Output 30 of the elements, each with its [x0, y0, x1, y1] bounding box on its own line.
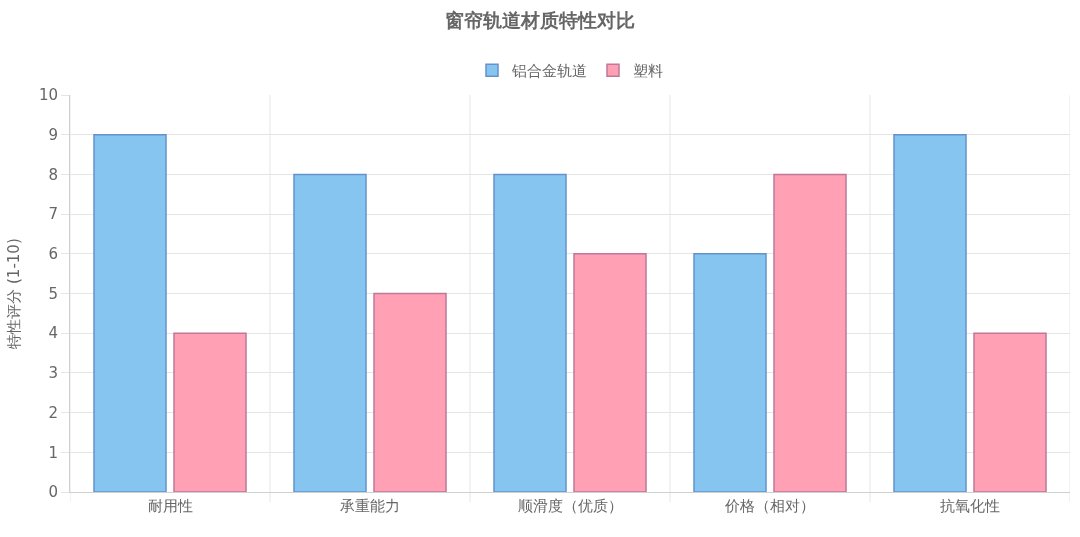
bar [693, 253, 767, 492]
x-tick-label: 承重能力 [340, 497, 400, 515]
y-tick-label: 4 [48, 324, 58, 343]
x-tick-label: 价格（相对） [724, 497, 815, 515]
y-tick-label: 5 [48, 284, 58, 303]
bar [493, 173, 567, 492]
bar [573, 253, 647, 492]
y-tick-label: 0 [48, 483, 58, 502]
chart-title: 窗帘轨道材质特性对比 [445, 8, 635, 31]
y-tick-label: 9 [48, 125, 58, 144]
y-tick-label: 7 [48, 205, 58, 224]
bar [293, 173, 367, 492]
bar [173, 332, 247, 492]
bar [973, 332, 1047, 492]
x-tick-label: 耐用性 [147, 497, 193, 515]
bar [773, 173, 847, 492]
x-tick-label: 抗氧化性 [940, 497, 1000, 515]
x-tick-label: 顺滑度（优质） [517, 497, 623, 515]
y-tick-label: 2 [48, 403, 58, 422]
y-axis-title: 特性评分 (1-10) [5, 238, 24, 349]
y-tick-label: 1 [48, 443, 58, 462]
y-tick-label: 8 [48, 165, 58, 184]
y-tick-label: 10 [38, 86, 58, 105]
y-tick-label: 3 [48, 364, 58, 383]
legend-label: 塑料 [633, 62, 663, 81]
bar [373, 292, 447, 492]
legend-label: 铝合金轨道 [511, 62, 587, 81]
bar [93, 133, 167, 492]
y-tick-label: 6 [48, 245, 58, 264]
bar [893, 133, 967, 492]
